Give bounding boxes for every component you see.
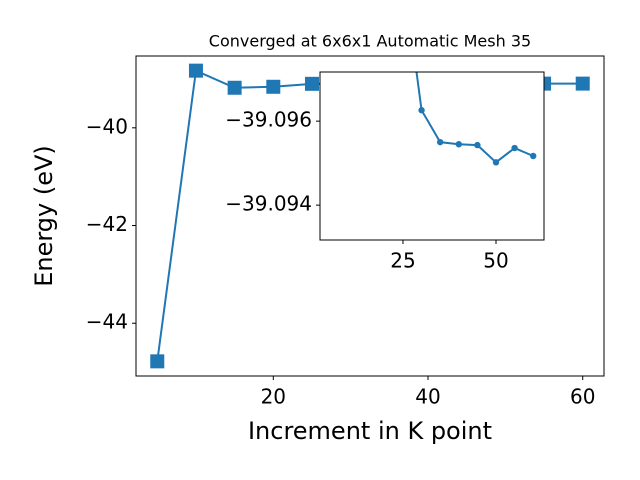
y-tick-label: −40 — [86, 114, 128, 138]
marker — [418, 107, 425, 114]
x-tick-label: 40 — [415, 385, 440, 409]
x-tick-label: 20 — [261, 385, 286, 409]
series-line — [415, 72, 534, 164]
marker — [511, 144, 518, 152]
marker — [575, 76, 590, 91]
marker — [530, 152, 537, 160]
marker — [474, 141, 481, 149]
marker — [304, 76, 319, 91]
marker — [227, 80, 242, 95]
marker — [436, 138, 444, 146]
x-axis-label: Increment in K point — [248, 417, 492, 445]
axes-frame — [135, 55, 605, 377]
x-tick-label: 25 — [390, 249, 415, 273]
y-tick-label: −42 — [86, 212, 128, 236]
inset-axes: 25 50 −39.096 −39.094 — [225, 71, 545, 273]
x-tick-label: 50 — [483, 249, 508, 273]
y-axis-label: Energy (eV) — [30, 145, 58, 287]
axes-frame — [319, 71, 545, 241]
marker — [150, 354, 165, 369]
x-tick-label: 60 — [570, 385, 595, 409]
y-tick-label: −44 — [86, 310, 128, 334]
plot-content — [415, 72, 537, 166]
plot-area — [320, 72, 544, 240]
marker — [188, 63, 203, 78]
marker — [492, 159, 500, 166]
y-tick-label: −39.096 — [225, 108, 312, 132]
marker — [266, 79, 281, 94]
chart-title: Converged at 6x6x1 Automatic Mesh 35 — [209, 32, 531, 51]
y-tick-label: −39.094 — [225, 192, 312, 216]
marker — [455, 141, 462, 148]
